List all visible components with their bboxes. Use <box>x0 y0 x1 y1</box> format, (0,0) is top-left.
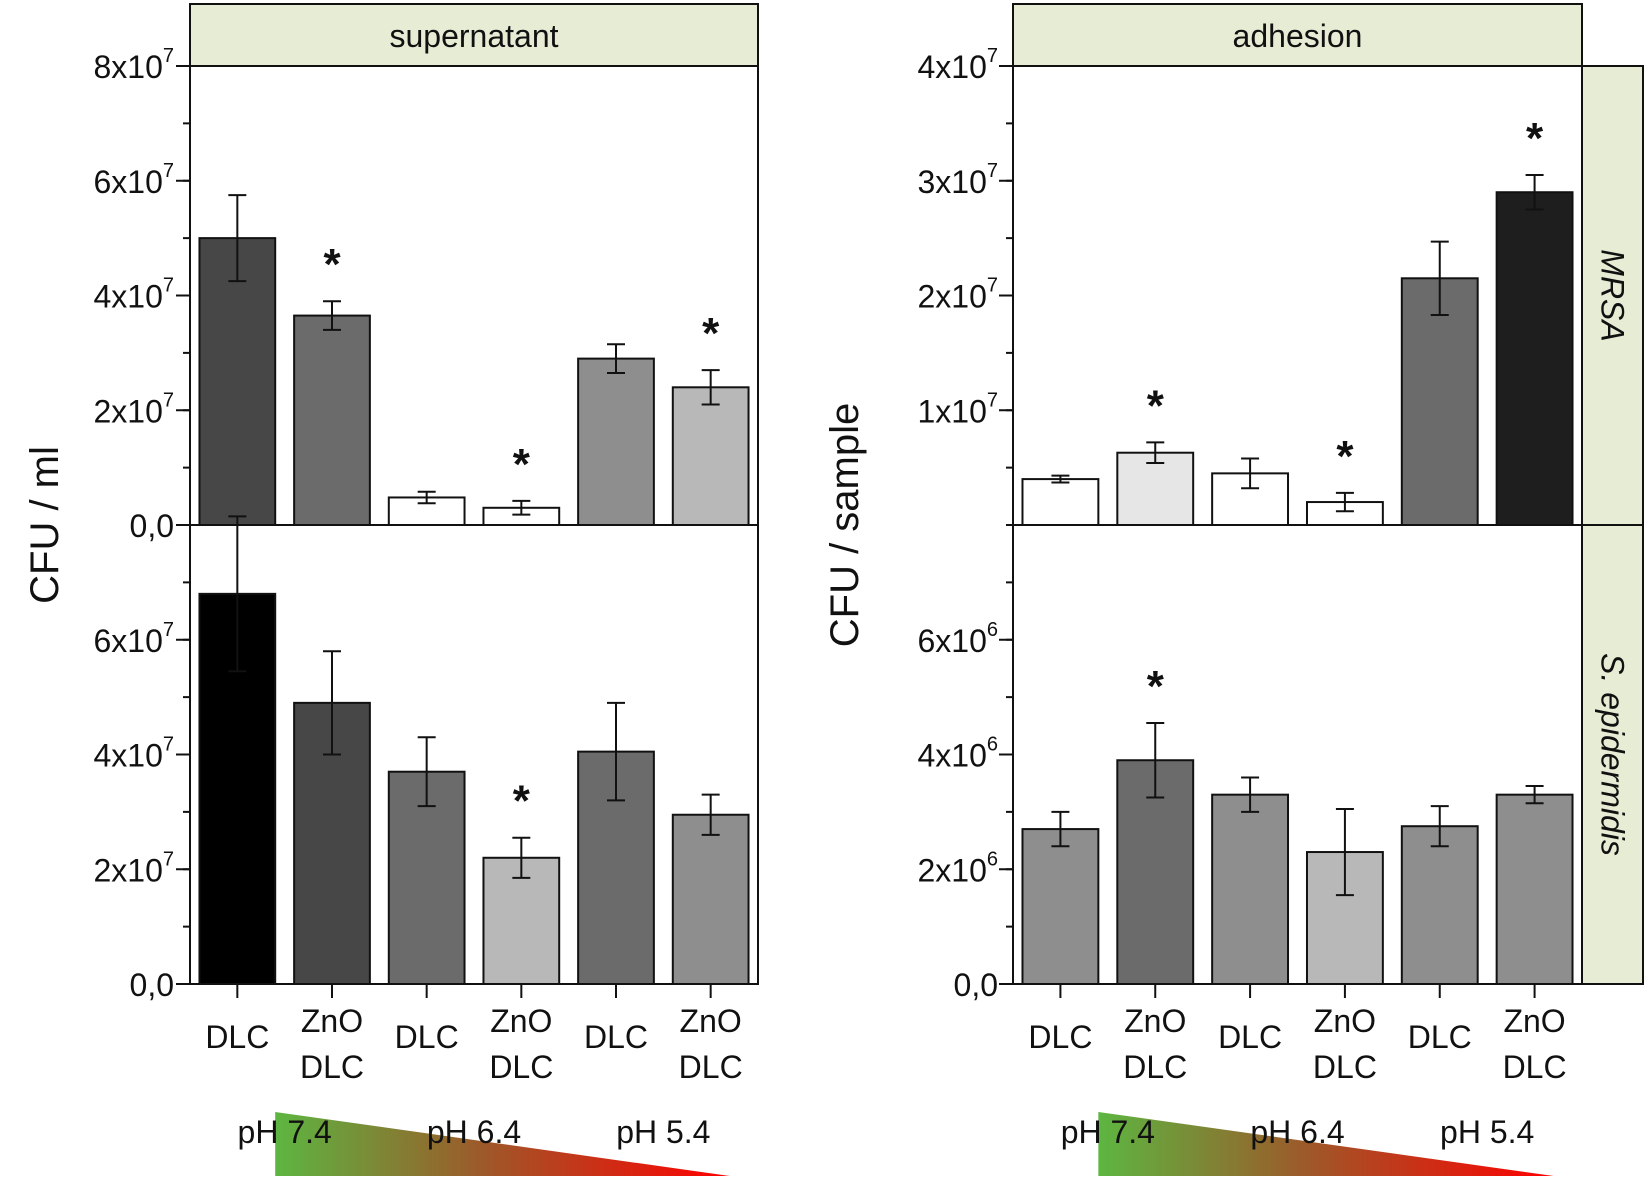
y-axis-label: CFU / sample <box>823 403 867 648</box>
species-label: MRSA <box>1595 249 1631 341</box>
chart-adhesion: adhesion CFU / sample 1x107 2x107 3x107 4x107… <box>823 3 1644 1176</box>
ph-gradient <box>275 1112 730 1176</box>
x-tick-label: DLC <box>1503 1049 1567 1085</box>
ph-label: pH 7.4 <box>1061 1114 1155 1150</box>
x-tick-label: DLC <box>679 1049 743 1085</box>
x-tick-label: ZnO <box>1314 1003 1376 1039</box>
bar <box>198 237 277 526</box>
ph-label: pH 7.4 <box>238 1114 332 1150</box>
y-tick-label: 1x107 <box>917 389 998 429</box>
chart-title: supernatant <box>389 18 558 54</box>
panel-s-epidermidis: 0,0 2x107 4x107 6x107 * <box>93 515 759 1003</box>
y-tick-label: 0,0 <box>130 967 174 1003</box>
significance-marker: * <box>1336 432 1354 481</box>
y-tick-label: 2x107 <box>917 275 998 315</box>
significance-marker: * <box>702 309 720 358</box>
panel-mrsa: 1x107 2x107 3x107 4x107 * * * <box>917 45 1583 527</box>
bar <box>293 314 371 526</box>
y-tick-label: 6x107 <box>93 619 174 659</box>
ph-label: pH 5.4 <box>616 1114 710 1150</box>
x-tick-label: ZnO <box>301 1003 363 1039</box>
chart-title: adhesion <box>1233 18 1363 54</box>
x-tick-label: DLC <box>1028 1019 1092 1055</box>
bar <box>1021 478 1100 527</box>
x-tick-label: DLC <box>489 1049 553 1085</box>
x-tick-label: DLC <box>205 1019 269 1055</box>
panel-mrsa: 0,0 2x107 4x107 6x107 8x107 * * * <box>93 45 759 544</box>
y-axis-label: CFU / ml <box>23 446 67 604</box>
ph-label: pH 6.4 <box>1250 1114 1344 1150</box>
y-tick-label: 2x107 <box>93 848 174 888</box>
x-tick-label: DLC <box>584 1019 648 1055</box>
significance-marker: * <box>513 777 531 826</box>
y-tick-label: 4x107 <box>93 734 174 774</box>
title-strip <box>189 3 759 67</box>
x-tick-label: DLC <box>1408 1019 1472 1055</box>
x-tick-label: DLC <box>1218 1019 1282 1055</box>
y-tick-label: 6x106 <box>917 619 998 659</box>
y-tick-label: 2x107 <box>93 389 174 429</box>
bar <box>577 357 655 526</box>
x-tick-label: ZnO <box>680 1003 742 1039</box>
species-label: S. epidermidis <box>1595 653 1631 856</box>
ph-label: pH 5.4 <box>1440 1114 1534 1150</box>
bar <box>1400 825 1479 985</box>
bar <box>1021 828 1100 986</box>
significance-marker: * <box>323 240 341 289</box>
bar <box>1211 793 1290 985</box>
bar <box>1495 793 1574 985</box>
y-tick-label: 4x107 <box>917 45 998 85</box>
x-tick-label: ZnO <box>1503 1003 1565 1039</box>
y-tick-label: 0,0 <box>130 508 174 544</box>
x-tick-label: DLC <box>1313 1049 1377 1085</box>
chart-supernatant: supernatant CFU / ml 0,0 2x107 4x107 6x107 8x1… <box>23 3 759 1176</box>
bar <box>671 386 750 526</box>
y-tick-label: 2x106 <box>917 848 998 888</box>
significance-marker: * <box>1526 114 1544 163</box>
x-tick-label: DLC <box>300 1049 364 1085</box>
x-tick-label: ZnO <box>490 1003 552 1039</box>
panel-s-epidermidis: 0,0 2x106 4x106 6x106 * <box>917 524 1583 1003</box>
x-tick-label: ZnO <box>1124 1003 1186 1039</box>
y-tick-label: 4x106 <box>917 734 998 774</box>
y-tick-label: 0,0 <box>954 967 998 1003</box>
y-tick-label: 4x107 <box>93 275 174 315</box>
bar <box>671 813 750 986</box>
y-tick-label: 8x107 <box>93 45 174 85</box>
species-strip <box>1581 524 1644 985</box>
y-tick-label: 3x107 <box>917 160 998 200</box>
ph-label: pH 6.4 <box>427 1114 521 1150</box>
significance-marker: * <box>513 440 531 489</box>
species-strip <box>1581 65 1644 526</box>
significance-marker: * <box>1147 381 1165 430</box>
y-tick-label: 6x107 <box>93 160 174 200</box>
bar <box>1116 451 1195 526</box>
x-tick-label: DLC <box>1123 1049 1187 1085</box>
title-strip <box>1012 3 1583 67</box>
ph-gradient <box>1098 1112 1554 1176</box>
x-tick-label: DLC <box>395 1019 459 1055</box>
significance-marker: * <box>1147 662 1165 711</box>
bar <box>1495 191 1574 526</box>
